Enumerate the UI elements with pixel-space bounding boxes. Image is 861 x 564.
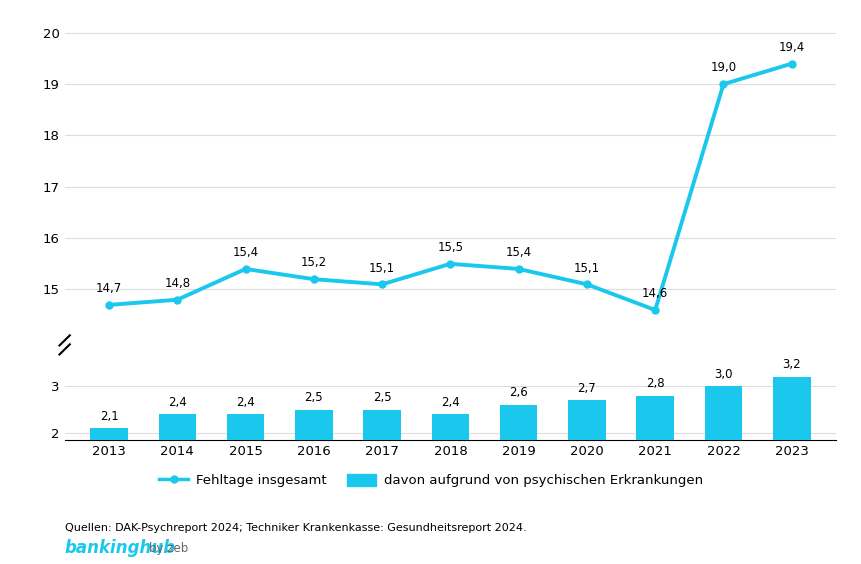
Bar <box>294 409 332 526</box>
Bar <box>431 415 468 526</box>
Bar <box>635 395 673 526</box>
Text: 2,8: 2,8 <box>645 377 664 390</box>
Text: 19,0: 19,0 <box>709 61 735 74</box>
Bar <box>158 415 195 526</box>
Bar <box>772 377 809 526</box>
Text: Quellen: DAK-Psychreport 2024; Techniker Krankenkasse: Gesundheitsreport 2024.: Quellen: DAK-Psychreport 2024; Techniker… <box>65 523 526 533</box>
Text: 14,7: 14,7 <box>96 282 122 295</box>
Text: 15,4: 15,4 <box>232 246 258 259</box>
Text: 14,8: 14,8 <box>164 277 190 290</box>
Text: 2,7: 2,7 <box>577 382 596 395</box>
Bar <box>363 409 400 526</box>
Text: 15,5: 15,5 <box>437 241 463 254</box>
Text: 14,6: 14,6 <box>641 287 667 300</box>
Text: 2,1: 2,1 <box>100 409 118 422</box>
Legend: Fehltage insgesamt, davon aufgrund von psychischen Erkrankungen: Fehltage insgesamt, davon aufgrund von p… <box>154 469 707 492</box>
Text: 2,5: 2,5 <box>372 391 391 404</box>
Text: 15,2: 15,2 <box>300 257 326 270</box>
Bar <box>499 405 536 526</box>
Text: 3,0: 3,0 <box>714 368 732 381</box>
Text: 2,4: 2,4 <box>168 396 187 409</box>
Text: 15,4: 15,4 <box>505 246 531 259</box>
Text: 3,2: 3,2 <box>782 358 800 372</box>
Text: 19,4: 19,4 <box>777 41 804 54</box>
Bar <box>90 428 127 526</box>
Text: by zeb: by zeb <box>149 542 189 555</box>
Text: 2,6: 2,6 <box>509 386 528 399</box>
Bar <box>226 415 264 526</box>
Bar <box>567 400 605 526</box>
Text: 2,4: 2,4 <box>236 396 255 409</box>
Text: 2,5: 2,5 <box>304 391 323 404</box>
Text: 15,1: 15,1 <box>369 262 394 275</box>
Text: 15,1: 15,1 <box>573 262 599 275</box>
Bar <box>704 386 741 526</box>
Text: 2,4: 2,4 <box>441 396 459 409</box>
Text: bankinghub: bankinghub <box>65 539 176 557</box>
